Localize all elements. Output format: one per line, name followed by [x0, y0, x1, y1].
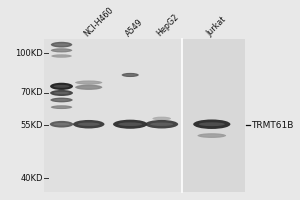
Ellipse shape — [79, 82, 98, 83]
Ellipse shape — [53, 92, 70, 94]
Ellipse shape — [51, 105, 72, 109]
Ellipse shape — [53, 123, 70, 126]
Ellipse shape — [54, 99, 69, 101]
Ellipse shape — [79, 86, 98, 88]
Ellipse shape — [54, 55, 69, 57]
Ellipse shape — [75, 80, 102, 85]
Ellipse shape — [51, 48, 72, 52]
Text: A549: A549 — [124, 17, 145, 38]
Ellipse shape — [50, 98, 73, 102]
Ellipse shape — [73, 120, 104, 128]
Ellipse shape — [54, 44, 69, 46]
Text: 55KD: 55KD — [20, 121, 43, 130]
Ellipse shape — [199, 122, 225, 126]
Ellipse shape — [155, 118, 168, 119]
Ellipse shape — [118, 122, 142, 126]
Bar — [44, 39, 182, 192]
Bar — [182, 39, 245, 192]
Text: NCI-H460: NCI-H460 — [82, 5, 115, 38]
Text: 70KD: 70KD — [20, 88, 43, 97]
Text: HepG2: HepG2 — [155, 12, 181, 38]
Ellipse shape — [122, 73, 139, 77]
Ellipse shape — [51, 42, 72, 47]
Ellipse shape — [54, 50, 69, 51]
Ellipse shape — [50, 90, 73, 96]
Ellipse shape — [202, 135, 222, 137]
Ellipse shape — [51, 54, 72, 58]
Ellipse shape — [152, 117, 171, 120]
Ellipse shape — [53, 85, 70, 88]
Ellipse shape — [75, 85, 102, 90]
Ellipse shape — [193, 119, 230, 129]
Text: TRMT61B: TRMT61B — [251, 121, 293, 130]
Ellipse shape — [54, 106, 69, 108]
Ellipse shape — [113, 120, 147, 129]
Ellipse shape — [124, 74, 136, 76]
Text: 100KD: 100KD — [15, 49, 43, 58]
Ellipse shape — [78, 123, 100, 126]
Ellipse shape — [50, 121, 73, 128]
Ellipse shape — [150, 123, 173, 126]
Ellipse shape — [145, 120, 178, 128]
Text: 40KD: 40KD — [20, 174, 43, 183]
Ellipse shape — [197, 133, 226, 138]
Text: Jurkat: Jurkat — [206, 15, 228, 38]
Ellipse shape — [50, 83, 73, 90]
